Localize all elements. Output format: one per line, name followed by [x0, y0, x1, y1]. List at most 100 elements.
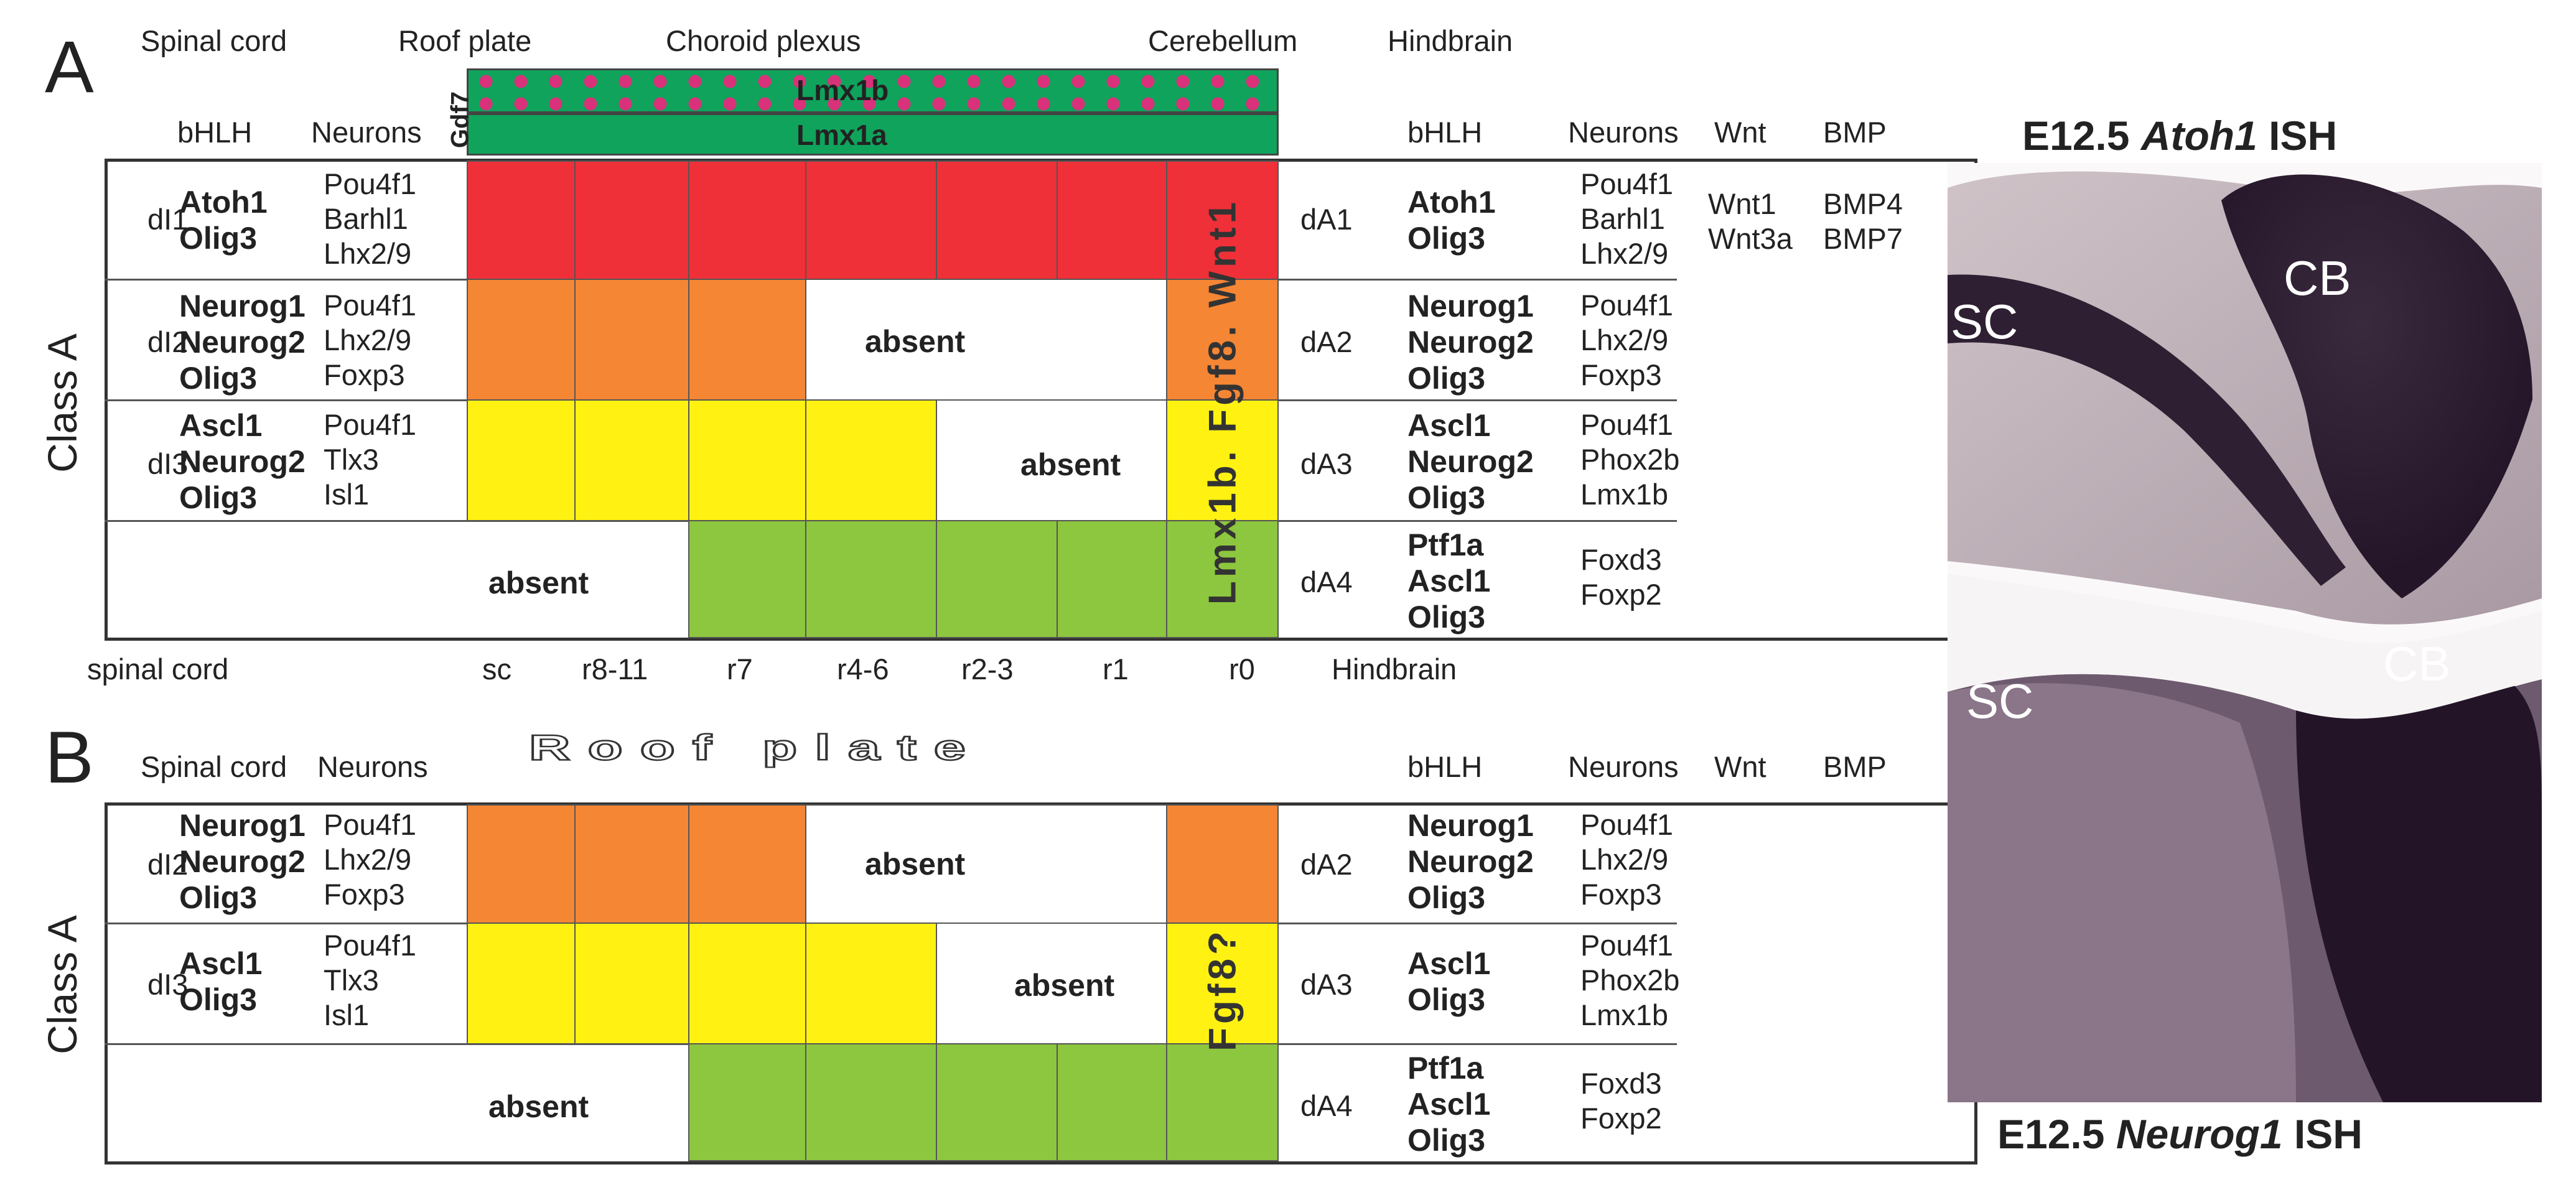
- row-neurons-di1: Pou4f1 Barhl1 Lhx2/9: [324, 167, 416, 270]
- row-right-bhlh-da4: Ptf1a Ascl1 Olig3: [1407, 528, 1491, 635]
- header-b-bhlh: bHLH: [1407, 750, 1483, 783]
- cell-da4-r1: [1057, 520, 1167, 638]
- cell-b-da4-r7: [688, 1043, 806, 1161]
- row-b-id-da3: dA3: [1300, 968, 1353, 1001]
- photo-caption-top: E12.5 Atoh1 ISH: [2022, 112, 2337, 159]
- header-b-wnt: Wnt: [1714, 750, 1766, 783]
- vertical-marker-r0: Lmx1b. Fgf8. Wnt1: [1201, 198, 1244, 605]
- row-b-right-bhlh-da2: Neurog1 Neurog2 Olig3: [1407, 808, 1534, 915]
- photo-label-sc-bottom: SC: [1966, 674, 2034, 728]
- caption-bottom-gene: Neurog1: [2116, 1111, 2283, 1157]
- lmx1a-band: [467, 113, 1279, 156]
- row-b-bhlh-di3: Ascl1 Olig3: [179, 946, 263, 1017]
- cell-b-da4-r0: [1166, 1043, 1279, 1161]
- cell-b-da3-absent: [936, 923, 1167, 1044]
- cell-b-da4-r1: [1057, 1043, 1167, 1161]
- row-bhlh-di3: Ascl1 Neurog2 Olig3: [179, 408, 306, 515]
- row-b-id-da4: dA4: [1300, 1089, 1353, 1122]
- cell-da3-absent: [936, 399, 1167, 521]
- caption-bottom-pre: E12.5: [1997, 1111, 2116, 1157]
- cell-da1-r1: [1057, 160, 1167, 280]
- cell-da1-r7: [688, 160, 806, 280]
- header-neurons-left: Neurons: [311, 116, 422, 149]
- label-cerebellum: Cerebellum: [1148, 24, 1298, 57]
- row-bmp-da1: BMP4 BMP7: [1823, 187, 1903, 255]
- header-bmp: BMP: [1823, 116, 1887, 149]
- absent-label-da4: absent: [488, 565, 589, 600]
- label-roof-plate-top: Roof plate: [398, 24, 532, 57]
- row-id-di3: dI3: [147, 447, 189, 480]
- caption-top-pre: E12.5: [2022, 113, 2141, 159]
- caption-top-gene: Atoh1: [2140, 113, 2257, 159]
- cell-da2-r7: [688, 279, 806, 401]
- row-b-right-bhlh-da4: Ptf1a Ascl1 Olig3: [1407, 1051, 1491, 1158]
- absent-label-b-da2: absent: [865, 847, 966, 881]
- row-b-right-bhlh-da3: Ascl1 Olig3: [1407, 946, 1491, 1017]
- row-id-da2: dA2: [1300, 325, 1353, 358]
- cell-b-da3-r7: [688, 923, 806, 1044]
- absent-label-b-da4: absent: [488, 1089, 589, 1124]
- axis-tick-r8-11: r8-11: [582, 653, 648, 686]
- header-bhlh-left: bHLH: [177, 116, 253, 149]
- axis-right-label: Hindbrain: [1332, 653, 1457, 686]
- absent-label-da2: absent: [865, 324, 966, 359]
- caption-bottom-post: ISH: [2282, 1111, 2363, 1157]
- row-b-right-neurons-da3: Pou4f1 Phox2b Lmx1b: [1580, 929, 1680, 1031]
- photo-caption-bottom: E12.5 Neurog1 ISH: [1997, 1110, 2363, 1158]
- axis-tick-r1: r1: [1103, 653, 1129, 686]
- header-neurons-right: Neurons: [1568, 116, 1679, 149]
- absent-label-da3: absent: [1020, 447, 1121, 482]
- cell-da1-r0: [1166, 160, 1279, 280]
- row-id-di1: dI1: [147, 203, 189, 236]
- cell-da4-r7: [688, 520, 806, 638]
- cell-da4-r2-3: [936, 520, 1058, 638]
- ish-photo: SC CB SC CB: [1948, 163, 2542, 1102]
- axis-tick-r0: r0: [1229, 653, 1255, 686]
- row-b-bhlh-di2: Neurog1 Neurog2 Olig3: [179, 808, 306, 915]
- lmx1b-label: Lmx1b: [796, 74, 889, 106]
- row-b-neurons-di2: Pou4f1 Lhx2/9 Foxp3: [324, 808, 416, 911]
- header-b-neurons: Neurons: [317, 750, 428, 783]
- lmx1a-label: Lmx1a: [796, 119, 887, 151]
- row-wnt-da1: Wnt1 Wnt3a: [1708, 187, 1793, 255]
- row-divider: [1279, 520, 1677, 522]
- row-id-da4: dA4: [1300, 565, 1353, 598]
- cell-da1-r8-11: [574, 160, 689, 280]
- row-right-neurons-da3: Pou4f1 Phox2b Lmx1b: [1580, 408, 1680, 511]
- axis-left-label: spinal cord: [87, 653, 229, 686]
- lmx1b-band: [467, 68, 1279, 113]
- cell-b-da3-r4-6: [805, 923, 937, 1044]
- cell-da3-r7: [688, 399, 806, 521]
- axis-tick-r2-3: r2-3: [961, 653, 1014, 686]
- row-id-da3: dA3: [1300, 447, 1353, 480]
- row-right-neurons-da4: Foxd3 Foxp2: [1580, 543, 1662, 611]
- row-divider: [1279, 399, 1677, 401]
- cell-da1-r2-3: [936, 160, 1058, 280]
- axis-tick-r7: r7: [727, 653, 753, 686]
- cell-da3-sc: [467, 399, 576, 521]
- panel-b-letter: B: [45, 717, 94, 799]
- row-neurons-di3: Pou4f1 Tlx3 Isl1: [324, 408, 416, 511]
- header-b-roof-plate: Roof plate: [528, 727, 983, 768]
- label-spinal-cord-top: Spinal cord: [141, 24, 287, 57]
- absent-label-b-da3: absent: [1014, 968, 1115, 1003]
- row-id-da1: dA1: [1300, 203, 1353, 236]
- photo-label-sc-top: SC: [1951, 294, 2018, 349]
- row-right-bhlh-da1: Atoh1 Olig3: [1407, 185, 1496, 256]
- axis-tick-r4-6: r4-6: [837, 653, 889, 686]
- cell-da3-r4-6: [805, 399, 937, 521]
- class-a-label-b: Class A: [39, 915, 85, 1054]
- row-divider: [1279, 279, 1677, 281]
- vertical-marker-b-r0: Fgf8?: [1201, 927, 1244, 1051]
- photo-label-cb-bottom: CB: [2383, 636, 2451, 691]
- cell-b-da2-sc: [467, 804, 576, 924]
- row-b-neurons-di3: Pou4f1 Tlx3 Isl1: [324, 929, 416, 1031]
- label-choroid-plexus: Choroid plexus: [666, 24, 861, 57]
- cell-b-da2-r8-11: [574, 804, 689, 924]
- row-divider: [1279, 1043, 1677, 1045]
- cell-da4-r4-6: [805, 520, 937, 638]
- cell-b-da3-sc: [467, 923, 576, 1044]
- row-right-bhlh-da3: Ascl1 Neurog2 Olig3: [1407, 408, 1534, 515]
- cell-da1-sc: [467, 160, 576, 280]
- row-right-neurons-da1: Pou4f1 Barhl1 Lhx2/9: [1580, 167, 1673, 270]
